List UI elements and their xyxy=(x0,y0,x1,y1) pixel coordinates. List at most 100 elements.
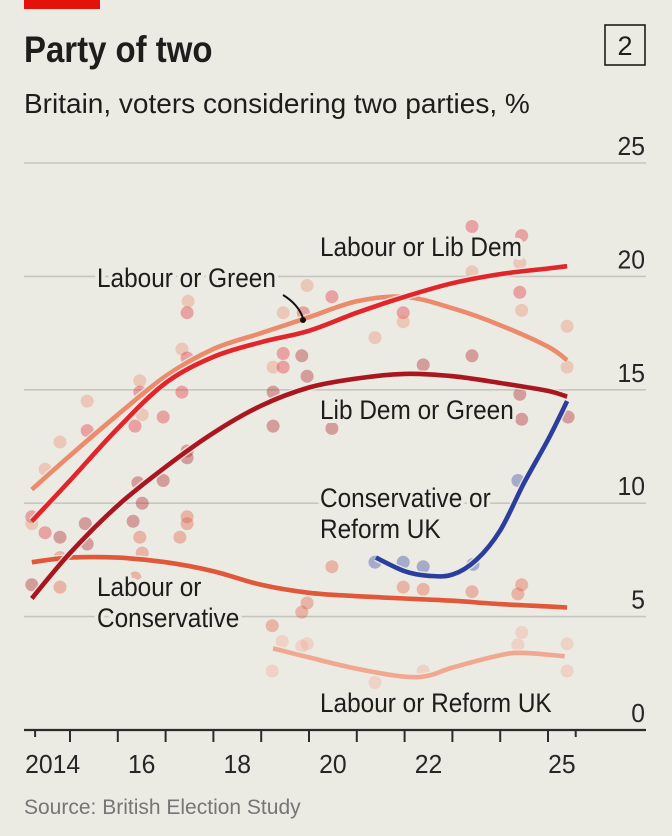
survey-point xyxy=(513,285,527,299)
survey-point xyxy=(368,675,382,689)
chart-number: 2 xyxy=(617,31,632,61)
survey-point xyxy=(128,419,142,433)
series-labels: Labour or Lib Dem Labour or Green Lib De… xyxy=(93,228,556,722)
survey-point xyxy=(181,294,195,308)
survey-point xyxy=(78,517,92,531)
survey-point xyxy=(180,306,194,320)
survey-point xyxy=(560,360,574,374)
survey-point xyxy=(416,358,430,372)
survey-point xyxy=(295,639,309,653)
survey-point xyxy=(25,578,39,592)
survey-point xyxy=(325,421,339,435)
survey-point xyxy=(515,303,529,317)
chart-subtitle: Britain, voters considering two parties,… xyxy=(24,88,530,119)
y-tick-label: 0 xyxy=(631,698,645,728)
survey-point xyxy=(300,596,314,610)
survey-point xyxy=(513,387,527,401)
survey-point xyxy=(53,435,67,449)
survey-point xyxy=(513,256,527,270)
chart-title: Party of two xyxy=(24,29,213,70)
y-tick-label: 25 xyxy=(618,131,646,161)
survey-point xyxy=(416,582,430,596)
survey-point xyxy=(156,410,170,424)
x-axis: 2014 16 18 20 22 25 xyxy=(24,728,646,779)
survey-point xyxy=(295,605,309,619)
series-line-conservative-or-reform-uk xyxy=(374,400,570,579)
survey-point xyxy=(300,279,314,292)
label-labour-or-conservative-line1: Labour or xyxy=(97,572,202,602)
series-line-lib-dem-or-green xyxy=(30,371,568,600)
survey-point xyxy=(300,369,314,383)
survey-point xyxy=(266,360,280,374)
label-pointer-dot xyxy=(300,317,306,323)
label-labour-or-lib-dem: Labour or Lib Dem xyxy=(320,232,522,262)
x-tick-label: 20 xyxy=(319,749,347,779)
survey-point xyxy=(156,474,170,487)
trend-lines xyxy=(28,262,571,681)
y-tick-label: 5 xyxy=(631,585,645,615)
survey-point xyxy=(515,412,529,426)
survey-point xyxy=(276,306,290,320)
brand-red-bar xyxy=(24,0,100,9)
survey-point xyxy=(173,530,187,544)
survey-point xyxy=(265,619,279,633)
y-tick-label: 10 xyxy=(618,471,646,501)
survey-point xyxy=(300,637,314,651)
survey-point xyxy=(396,315,410,329)
survey-point xyxy=(560,664,574,678)
series-line-labour-or-green xyxy=(30,294,569,492)
label-conservative-or-reform-line2: Reform UK xyxy=(320,514,441,544)
survey-point xyxy=(128,571,142,585)
series-line-labour-or-conservative xyxy=(31,554,568,610)
survey-point xyxy=(175,385,189,399)
y-tick-label: 15 xyxy=(618,358,646,388)
x-tick-label: 16 xyxy=(128,749,156,779)
survey-point xyxy=(275,635,289,648)
survey-point xyxy=(560,319,574,333)
y-axis-labels: 0 5 10 15 20 25 xyxy=(618,131,646,728)
survey-point xyxy=(511,587,525,601)
label-lib-dem-or-green: Lib Dem or Green xyxy=(320,395,514,425)
survey-point xyxy=(396,306,410,320)
survey-point xyxy=(133,374,147,388)
source-note: Source: British Election Study xyxy=(24,796,301,819)
survey-point xyxy=(560,637,574,651)
survey-point xyxy=(276,360,290,374)
label-labour-or-green: Labour or Green xyxy=(97,263,276,293)
x-tick-label: 2014 xyxy=(25,749,80,779)
label-conservative-or-reform-line1: Conservative or xyxy=(320,483,491,513)
x-tick-label: 22 xyxy=(415,749,443,779)
survey-point xyxy=(325,290,339,304)
survey-point xyxy=(515,229,529,243)
chart-number-badge: 2 xyxy=(604,24,646,66)
survey-point xyxy=(265,664,279,678)
chart-number-box xyxy=(604,24,646,66)
series-line-labour-or-reform-uk xyxy=(272,646,565,680)
survey-point xyxy=(53,580,67,594)
survey-point xyxy=(511,638,525,652)
x-tick-label: 25 xyxy=(548,749,576,779)
survey-point xyxy=(515,578,529,592)
survey-point xyxy=(325,560,339,574)
series-line-labour-or-lib-dem xyxy=(30,263,568,523)
label-labour-or-reform: Labour or Reform UK xyxy=(320,688,552,718)
y-tick-label: 20 xyxy=(618,244,646,274)
label-pointer-line xyxy=(282,294,304,319)
survey-point xyxy=(465,349,479,363)
survey-point xyxy=(416,560,430,574)
survey-point xyxy=(266,419,280,433)
survey-point xyxy=(133,530,147,544)
label-labour-or-conservative-line2: Conservative xyxy=(97,603,239,633)
survey-point xyxy=(368,331,382,345)
survey-point xyxy=(53,530,67,544)
survey-point xyxy=(175,342,189,356)
survey-point xyxy=(38,526,52,540)
survey-point xyxy=(295,349,309,363)
survey-point xyxy=(515,626,529,639)
survey-point xyxy=(180,517,194,531)
survey-point xyxy=(276,347,290,360)
survey-point xyxy=(396,580,410,594)
survey-point xyxy=(465,220,479,233)
